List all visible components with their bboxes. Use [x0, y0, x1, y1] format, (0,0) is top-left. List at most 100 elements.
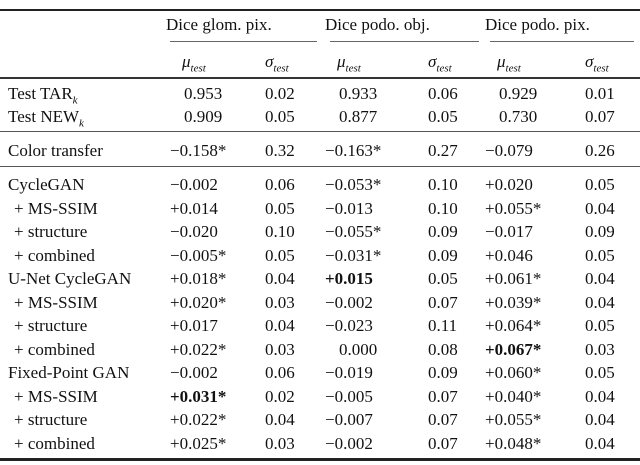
table-cell: 0.730: [499, 107, 538, 126]
table-cell: +0.061*: [485, 269, 542, 288]
table-cell: −0.020: [170, 222, 218, 241]
table-cell: 0.07: [428, 386, 458, 406]
mid-rule-1: [0, 131, 640, 132]
table-cell: 0.04: [585, 292, 615, 312]
row-label-text: U-Net CycleGAN: [8, 269, 132, 288]
table-cell: −0.031*: [325, 245, 382, 265]
row-label: + structure: [14, 222, 87, 242]
row-label-text: CycleGAN: [8, 175, 85, 194]
table-cell: 0.05: [265, 198, 295, 218]
subscript: test: [345, 62, 361, 75]
table-cell: +0.031*: [170, 386, 227, 406]
bottom-rule: [0, 458, 640, 461]
subscript: test: [436, 62, 452, 75]
table-cell: +0.022*: [170, 339, 227, 359]
table-cell: 0.04: [265, 410, 295, 429]
row-label: Color transfer: [8, 141, 103, 161]
header-rule: [0, 77, 640, 79]
table-cell: 0.04: [585, 410, 615, 429]
cmidrule-1: [170, 41, 317, 42]
subscript: test: [273, 62, 289, 75]
table-cell: 0.09: [428, 363, 458, 382]
table-cell: 0.000: [339, 339, 378, 359]
subscript: test: [593, 62, 609, 75]
table-cell: 0.03: [265, 292, 295, 312]
table-cell: +0.015: [325, 269, 373, 288]
table-cell: 0.909: [184, 107, 223, 126]
cmidrule-2: [330, 41, 479, 42]
mu-test-header: μtest: [497, 52, 521, 74]
header-dice-podo-pix: Dice podo. pix.: [485, 15, 590, 34]
table-row: + MS-SSIM +0.031* 0.02 −0.005 0.07 +0.040* 0.0…: [0, 387, 640, 410]
row-label-text: + MS-SSIM: [14, 386, 98, 406]
mu-symbol: μ: [182, 52, 191, 71]
table-cell: −0.158*: [170, 141, 227, 160]
row-label-text: + combined: [14, 433, 95, 453]
table-cell: +0.060*: [485, 363, 542, 382]
table-cell: 0.02: [265, 386, 295, 406]
table-cell: 0.07: [428, 433, 458, 453]
table-cell: 0.05: [585, 175, 615, 194]
subscript: test: [190, 62, 206, 75]
row-label-text: Color transfer: [8, 141, 103, 160]
top-rule: [0, 9, 640, 11]
table-cell: −0.055*: [325, 222, 382, 241]
table-cell: +0.020: [485, 175, 533, 194]
sigma-test-header: σtest: [585, 52, 609, 74]
table-cell: 0.07: [428, 410, 458, 429]
row-label-text: Test TAR: [8, 84, 73, 103]
header-dice-glom-pix: Dice glom. pix.: [166, 15, 272, 34]
table-row: Test TARk 0.953 0.02 0.933 0.06 0.929 0.01: [0, 84, 640, 107]
table-row: + structure +0.017 0.04 −0.023 0.11 +0.064* 0.…: [0, 316, 640, 339]
table-cell: 0.03: [585, 339, 615, 359]
table-cell: +0.018*: [170, 269, 227, 288]
table-cell: 0.953: [184, 84, 223, 103]
sigma-test-header: σtest: [265, 52, 289, 74]
table-cell: 0.26: [585, 141, 615, 160]
mu-symbol: μ: [497, 52, 506, 71]
table-row: + combined +0.025* 0.03 −0.002 0.07 +0.048* 0.…: [0, 434, 640, 457]
table-row: + MS-SSIM +0.020* 0.03 −0.002 0.07 +0.039* 0.0…: [0, 293, 640, 316]
mu-symbol: μ: [337, 52, 346, 71]
table-cell: 0.04: [265, 316, 295, 335]
table-cell: +0.022*: [170, 410, 227, 429]
table-cell: −0.005*: [170, 245, 227, 265]
table-cell: −0.005: [325, 386, 373, 406]
table-cell: 0.929: [499, 84, 538, 103]
row-label: + structure: [14, 316, 87, 336]
table-row: Test NEWk 0.909 0.05 0.877 0.05 0.730 0.07: [0, 107, 640, 130]
row-label-text: + MS-SSIM: [14, 292, 98, 312]
row-label: + MS-SSIM: [14, 199, 98, 219]
table-cell: 0.09: [585, 222, 615, 241]
row-label-text: + MS-SSIM: [14, 198, 98, 218]
table-cell: −0.002: [325, 292, 373, 312]
table-cell: 0.03: [265, 433, 295, 453]
header-dice-podo-obj: Dice podo. obj.: [325, 15, 430, 34]
table-row: Fixed-Point GAN −0.002 0.06 −0.019 0.09 +0.06…: [0, 363, 640, 386]
subscript: test: [505, 62, 521, 75]
table-cell: −0.079: [485, 141, 533, 160]
table-cell: +0.067*: [485, 339, 542, 359]
row-label: + combined: [14, 434, 95, 454]
table-row: U-Net CycleGAN +0.018* 0.04 +0.015 0.05 +0.06…: [0, 269, 640, 292]
row-label: + MS-SSIM: [14, 387, 98, 407]
table-cell: +0.025*: [170, 433, 227, 453]
table-cell: +0.040*: [485, 386, 542, 406]
cmidrule-3: [490, 41, 634, 42]
table-cell: 0.08: [428, 339, 458, 359]
table-cell: 0.04: [265, 269, 295, 288]
table-cell: 0.09: [428, 245, 458, 265]
table-cell: 0.05: [585, 245, 615, 265]
row-label-text: + combined: [14, 245, 95, 265]
row-label-text: + structure: [14, 316, 88, 335]
table-cell: 0.10: [265, 222, 295, 241]
table-row: + structure +0.022* 0.04 −0.007 0.07 +0.055* 0…: [0, 410, 640, 433]
sigma-symbol: σ: [585, 52, 594, 71]
table-cell: 0.10: [428, 175, 458, 194]
table-cell: −0.053*: [325, 175, 382, 194]
table-cell: 0.10: [428, 198, 458, 218]
table-row: CycleGAN −0.002 0.06 −0.053* 0.10 +0.020 0.05: [0, 175, 640, 198]
table-cell: 0.05: [265, 107, 295, 126]
mu-test-header: μtest: [182, 52, 206, 74]
table-cell: +0.055*: [485, 410, 542, 429]
